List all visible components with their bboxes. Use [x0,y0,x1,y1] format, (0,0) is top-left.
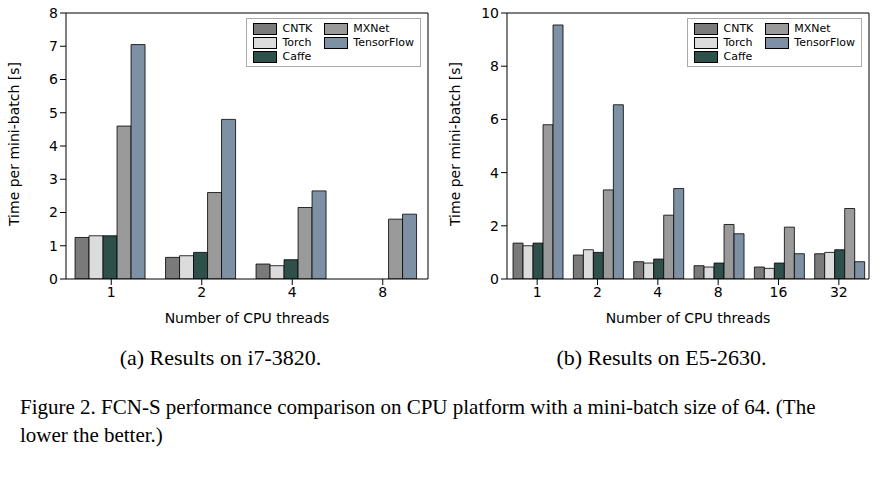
svg-text:1: 1 [49,238,58,254]
svg-text:Time per mini-batch [s]: Time per mini-batch [s] [8,62,22,227]
html-text:Figure 2. FCN-S performance co: Figure 2. FCN-S performance comparison o… [20,395,816,448]
html-text:(a) Results on i7-3820.: (a) Results on i7-3820. [119,345,322,370]
svg-text:4: 4 [490,165,499,181]
svg-text:8: 8 [490,58,499,74]
svg-text:5: 5 [49,105,58,121]
svg-text:8: 8 [714,284,723,300]
html-text:TensorFlow: TensorFlow [794,36,855,49]
html-text:Caffe: Caffe [723,50,753,63]
svg-text:Time per mini-batch [s]: Time per mini-batch [s] [447,62,463,227]
svg-text:8: 8 [49,5,58,21]
html-text:MXNet: MXNet [353,22,390,35]
svg-text:7: 7 [49,38,58,54]
svg-text:2: 2 [49,204,58,220]
svg-text:2: 2 [197,284,206,300]
svg-text:8: 8 [378,284,387,300]
svg-text:6: 6 [490,111,499,127]
svg-text:4: 4 [653,284,662,300]
svg-text:4: 4 [288,284,297,300]
svg-text:0: 0 [490,271,499,287]
svg-text:10: 10 [481,5,499,21]
svg-text:Number of CPU threads: Number of CPU threads [165,310,330,326]
svg-text:32: 32 [830,284,848,300]
html-text:Torch: Torch [282,36,312,49]
svg-text:Number of CPU threads: Number of CPU threads [606,310,771,326]
svg-text:1: 1 [107,284,116,300]
html-text:CNTK: CNTK [282,22,313,35]
svg-text:6: 6 [49,71,58,87]
html-text:Torch: Torch [723,36,753,49]
svg-text:16: 16 [770,284,788,300]
svg-text:3: 3 [49,171,58,187]
svg-text:1: 1 [533,284,542,300]
html-text:TensorFlow: TensorFlow [353,36,414,49]
svg-text:4: 4 [49,138,58,154]
svg-text:2: 2 [593,284,602,300]
html-text:MXNet: MXNet [794,22,831,35]
svg-text:2: 2 [490,218,499,234]
svg-text:0: 0 [49,271,58,287]
html-text:(b) Results on E5-2630.: (b) Results on E5-2630. [556,345,767,370]
html-text:Caffe: Caffe [282,50,312,63]
html-text:CNTK: CNTK [723,22,754,35]
